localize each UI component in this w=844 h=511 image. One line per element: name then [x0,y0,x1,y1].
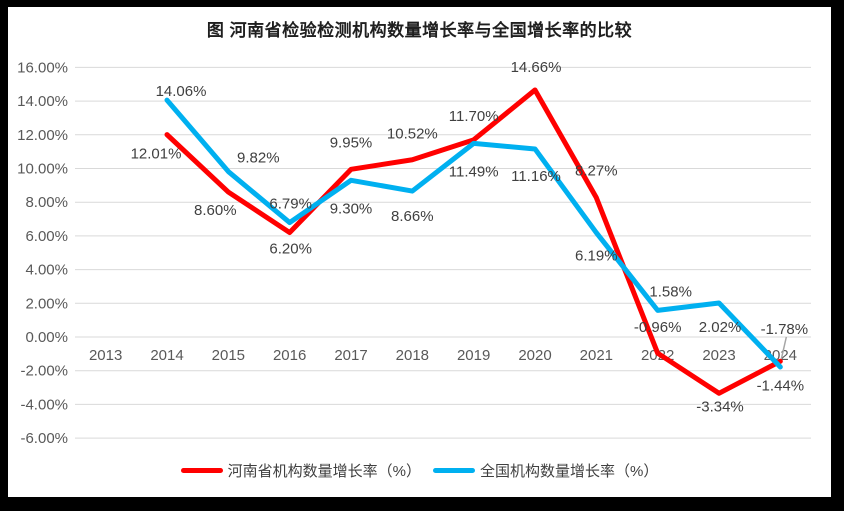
chart-canvas: 图 河南省检验检测机构数量增长率与全国增长率的比较 16.00% 14.00% 12… [8,7,831,497]
x-axis-tick-label: 2020 [518,347,551,364]
data-label: 11.16% [511,168,561,185]
series-line-national [164,97,783,370]
series-line-henan [164,87,783,396]
legend-label: 河南省机构数量增长率（%） [227,463,421,480]
y-axis-tick-label: 14.00% [17,93,68,110]
y-axis-tick-label: -2.00% [20,363,68,380]
data-label: 9.30% [330,200,373,217]
y-axis-tick-label: 8.00% [25,194,68,211]
data-label: 6.20% [269,241,312,258]
legend-line-swatch [433,468,475,473]
data-label: -0.96% [634,319,682,336]
data-label: 6.19% [575,248,618,265]
x-axis-tick-label: 2021 [580,347,613,364]
x-axis-tick-label: 2017 [334,347,367,364]
data-label: 9.82% [237,150,280,167]
data-label: 8.27% [575,163,618,180]
data-label: -1.44% [757,377,805,394]
leader-line [780,336,788,360]
data-label: 10.52% [387,126,438,143]
data-label: 2.02% [699,319,742,336]
data-label: 9.95% [330,134,373,151]
x-axis-tick-label: 2013 [89,347,122,364]
legend-line-swatch [180,468,223,473]
legend-item-henan: 河南省机构数量增长率（%） [180,460,421,481]
y-axis-tick-label: 16.00% [17,59,68,76]
x-axis-tick-label: 2018 [396,347,429,364]
x-axis-tick-label: 2016 [273,347,306,364]
x-axis-tick-label: 2023 [702,347,735,364]
y-axis-tick-label: 6.00% [25,228,68,245]
data-label: 6.79% [269,196,312,213]
y-axis-tick-label: 4.00% [25,262,68,279]
data-label: 14.66% [511,59,562,76]
data-label: 11.70% [449,108,499,125]
data-label: 8.66% [391,208,434,225]
x-axis-tick-label: 2014 [150,347,183,364]
data-label: 12.01% [131,146,182,163]
data-label: -3.34% [696,398,744,415]
legend-item-national: 全国机构数量增长率（%） [433,460,658,481]
data-label: 8.60% [194,202,237,219]
y-axis-tick-label: 2.00% [25,295,68,312]
y-axis-tick-label: -6.00% [20,430,68,447]
y-axis-tick-label: 12.00% [17,127,68,144]
y-axis-tick-label: -4.00% [20,396,68,413]
data-label: 14.06% [156,83,207,100]
y-axis-tick-label: 0.00% [25,329,68,346]
y-axis-tick-label: 10.00% [17,161,68,178]
x-axis-tick-label: 2019 [457,347,490,364]
chart-legend: 河南省机构数量增长率（%） 全国机构数量增长率（%） [8,460,831,481]
legend-label: 全国机构数量增长率（%） [480,463,659,480]
line-chart-plot: 16.00% 14.00% 12.00% 10.00% 8.00% 6.00% 4.00% 2… [17,59,811,447]
data-label: 11.49% [449,163,499,180]
chart-title: 图 河南省检验检测机构数量增长率与全国增长率的比较 [206,21,633,40]
data-label: 1.58% [649,283,692,300]
x-axis-tick-label: 2015 [212,347,245,364]
data-label: -1.78% [761,321,809,338]
